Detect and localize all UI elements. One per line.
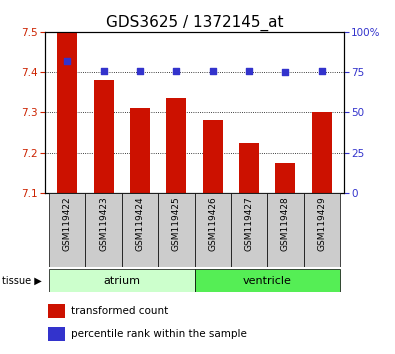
- Point: [64, 58, 70, 64]
- Bar: [194, 269, 340, 292]
- Point: [100, 68, 107, 73]
- Bar: [49, 193, 85, 267]
- Text: transformed count: transformed count: [71, 306, 168, 316]
- Bar: [304, 193, 340, 267]
- Title: GDS3625 / 1372145_at: GDS3625 / 1372145_at: [106, 14, 283, 30]
- Text: GSM119429: GSM119429: [317, 197, 326, 251]
- Bar: [312, 112, 332, 193]
- Text: percentile rank within the sample: percentile rank within the sample: [71, 329, 246, 339]
- Bar: [57, 32, 77, 193]
- Text: GSM119426: GSM119426: [208, 197, 217, 251]
- Bar: [158, 193, 195, 267]
- Bar: [122, 193, 158, 267]
- Bar: [267, 193, 304, 267]
- Point: [282, 69, 289, 75]
- Bar: [130, 108, 150, 193]
- Bar: [194, 193, 231, 267]
- Text: GSM119427: GSM119427: [245, 197, 254, 251]
- Bar: [49, 327, 65, 341]
- Text: GSM119424: GSM119424: [135, 197, 145, 251]
- Text: ventricle: ventricle: [243, 275, 292, 286]
- Bar: [49, 269, 194, 292]
- Text: GSM119425: GSM119425: [172, 197, 181, 251]
- Bar: [166, 98, 186, 193]
- Point: [173, 68, 179, 73]
- Text: GSM119423: GSM119423: [99, 197, 108, 251]
- Point: [319, 68, 325, 73]
- Point: [210, 68, 216, 73]
- Bar: [203, 120, 223, 193]
- Text: GSM119428: GSM119428: [281, 197, 290, 251]
- Text: atrium: atrium: [103, 275, 140, 286]
- Bar: [49, 304, 65, 318]
- Point: [246, 68, 252, 73]
- Point: [137, 68, 143, 73]
- Bar: [275, 163, 295, 193]
- Text: tissue ▶: tissue ▶: [2, 275, 42, 286]
- Bar: [94, 80, 114, 193]
- Text: GSM119422: GSM119422: [63, 197, 72, 251]
- Bar: [239, 143, 259, 193]
- Bar: [231, 193, 267, 267]
- Bar: [85, 193, 122, 267]
